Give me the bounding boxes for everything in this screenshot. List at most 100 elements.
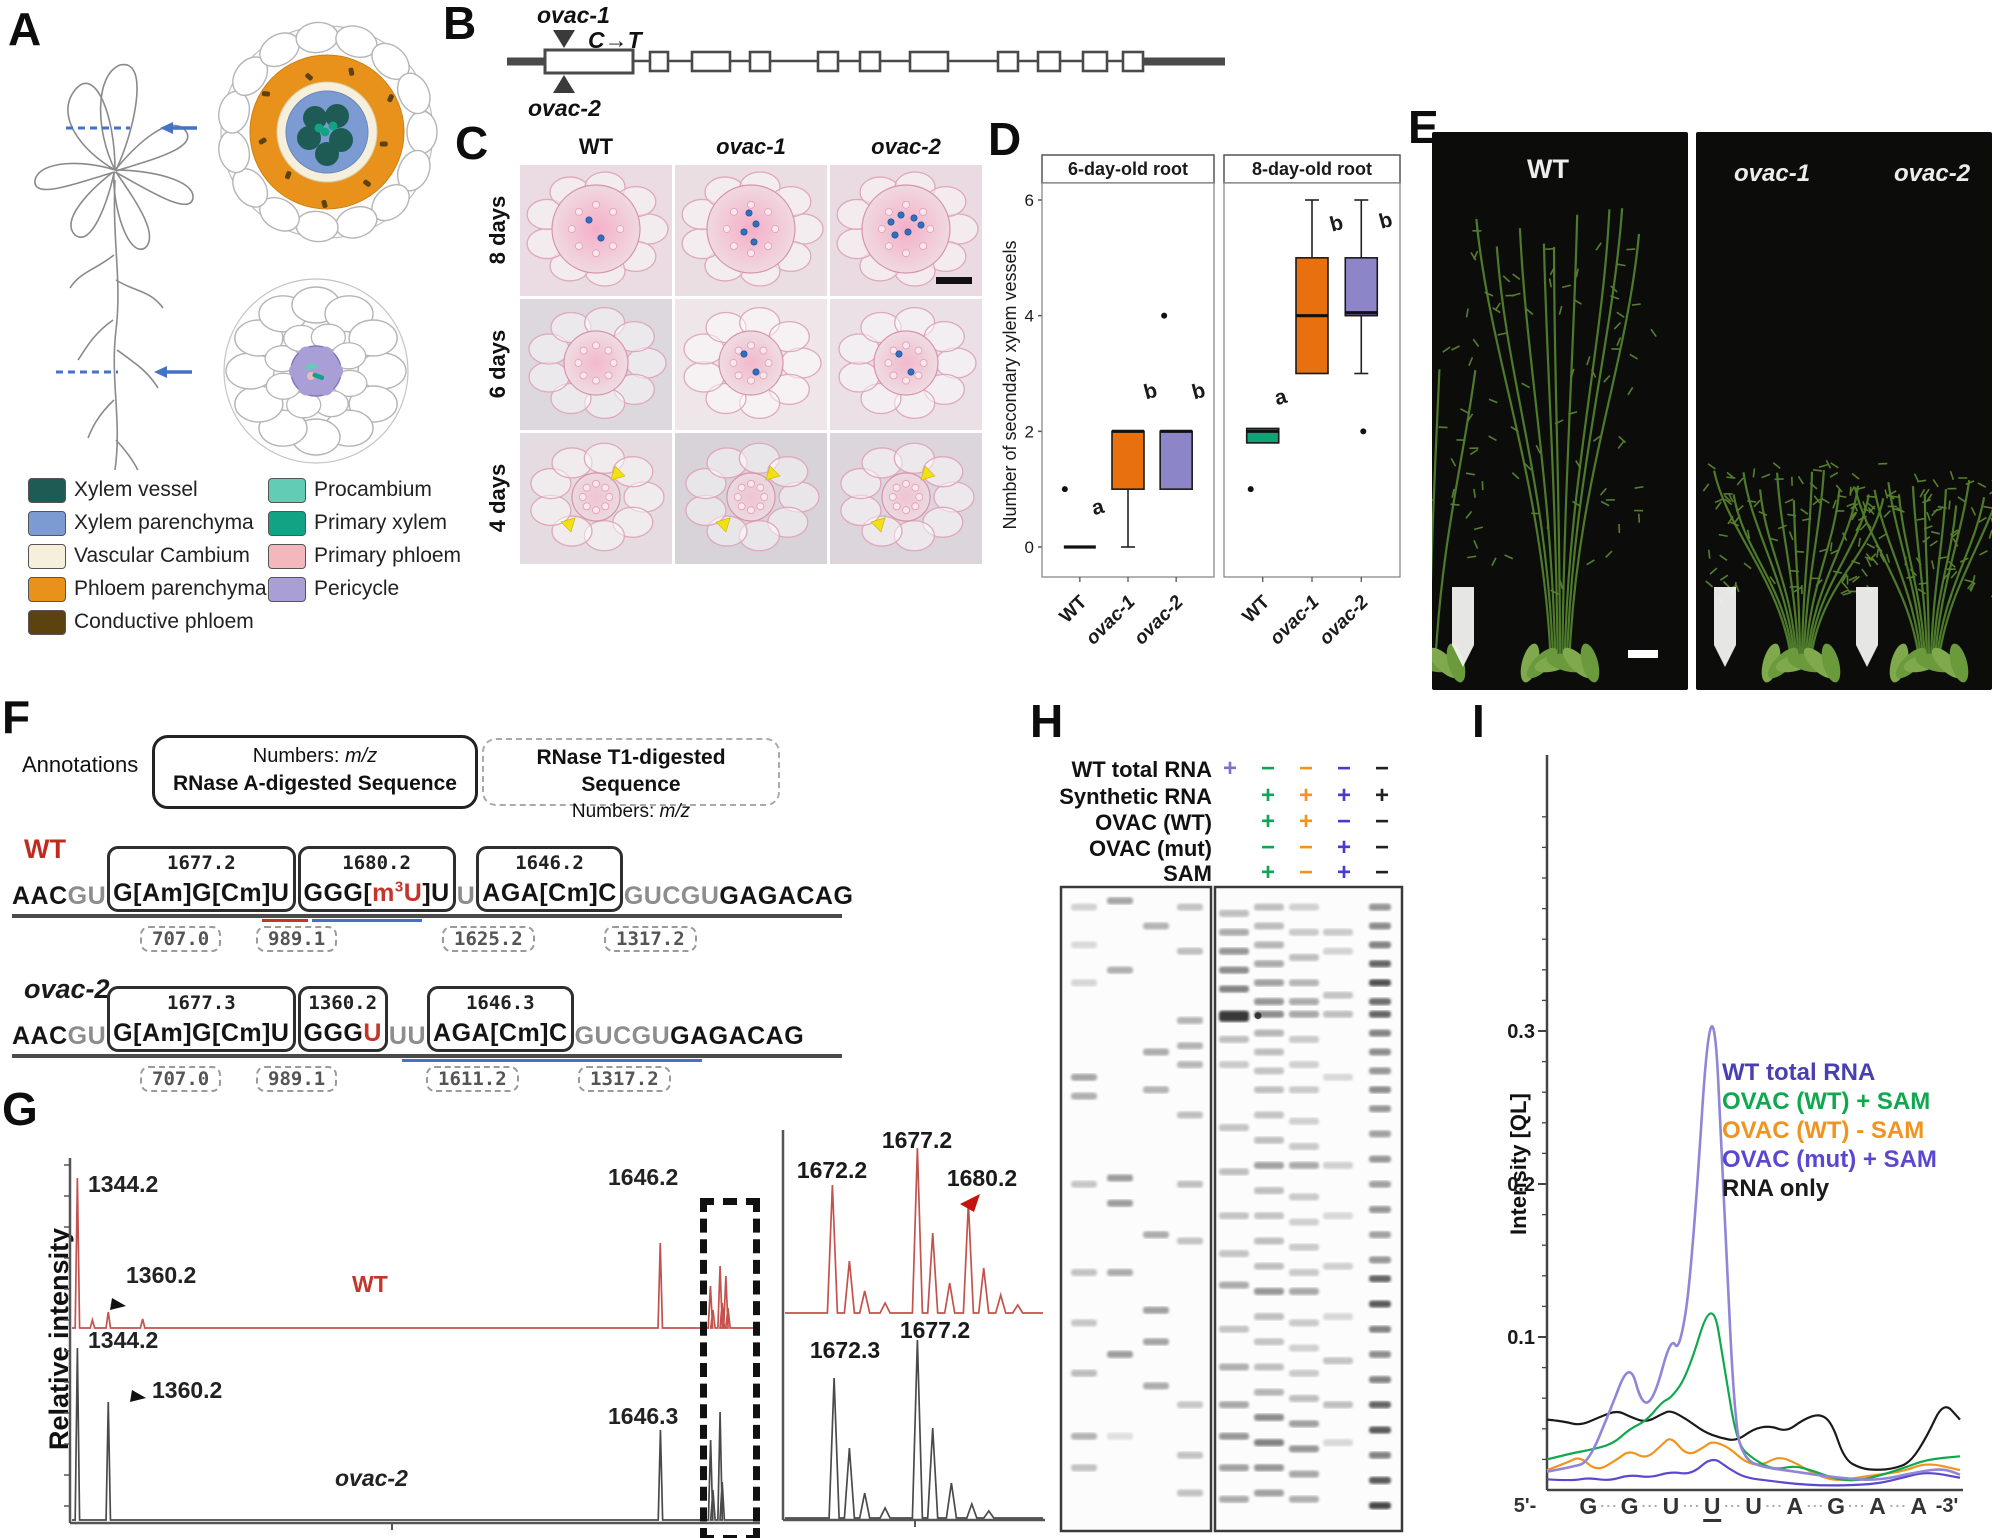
plant-foliage — [1800, 508, 1809, 515]
gel-band — [1323, 1313, 1353, 1321]
x-nucleotide-label: U — [1704, 1493, 1721, 1519]
stele-tissue — [718, 330, 784, 396]
gel-band — [1219, 1168, 1249, 1176]
plant-foliage — [1719, 554, 1728, 562]
legend-swatch — [28, 478, 66, 503]
micrograph-cell — [520, 299, 672, 430]
yellow-arrowhead — [920, 465, 936, 481]
exon — [648, 50, 670, 73]
tissue-cell — [902, 200, 910, 209]
legend-label: Primary phloem — [314, 544, 462, 567]
cortex-cell — [551, 447, 593, 479]
plant-foliage — [1709, 567, 1718, 575]
condition-sign: + — [1260, 782, 1275, 809]
gel-band — [1369, 1086, 1391, 1094]
plant-foliage — [1465, 510, 1473, 519]
condition-sign: − — [1336, 755, 1351, 782]
plant-stem — [1887, 482, 1925, 668]
plant-foliage — [1965, 480, 1975, 486]
gel-band — [1254, 1313, 1284, 1321]
cortex-cell — [778, 481, 820, 513]
peak-label: 1344.2 — [88, 1171, 158, 1197]
plant-foliage — [1866, 558, 1872, 567]
plant-foliage — [1702, 483, 1710, 492]
xylem-vessel-dot — [895, 350, 903, 358]
plant-stem — [1758, 489, 1799, 668]
seq-token: AGA[Cm]C — [433, 1018, 568, 1047]
tissue-cell — [609, 207, 618, 216]
h-row-label: OVAC (WT) — [1095, 810, 1212, 835]
panel-c-label: C — [455, 117, 489, 169]
seq-token: U — [456, 881, 476, 910]
tissue-cell — [601, 502, 610, 511]
plant-foliage — [1919, 488, 1926, 498]
gel-band — [1369, 1231, 1391, 1239]
xylem-vessel-dot — [745, 209, 753, 217]
plant-foliage — [1926, 493, 1933, 502]
tissue-cell — [567, 225, 576, 233]
digest-group: 1677.3 G[Am]G[Cm]U — [107, 986, 296, 1052]
pericycle-lobe — [298, 346, 315, 363]
red-arrow — [960, 1194, 980, 1212]
plant-stem — [1776, 472, 1800, 668]
plant-foliage — [1735, 505, 1744, 513]
tissue-cell — [914, 346, 923, 355]
micrograph-cell — [830, 433, 982, 564]
x-category-label: ovac-1 — [1082, 592, 1139, 649]
plant-foliage — [1610, 285, 1618, 293]
cortex-cell — [685, 494, 727, 527]
x-nucleotide-label: A — [1910, 1493, 1927, 1519]
gel-band — [1071, 1269, 1097, 1276]
xylem-vessel-dot — [585, 216, 593, 224]
gel-band — [1254, 1111, 1284, 1119]
plant-foliage — [1549, 266, 1556, 276]
outlier-point — [1247, 486, 1254, 493]
rosette-leaf — [1949, 643, 1969, 683]
condition-sign: + — [1298, 808, 1313, 835]
plant-stem — [1495, 246, 1555, 668]
root-branch — [115, 279, 164, 309]
condition-sign: − — [1374, 808, 1389, 835]
plant-stem — [1518, 228, 1557, 668]
plant-tag-marker — [1856, 587, 1878, 667]
tissue-cell — [582, 502, 591, 511]
tissue-cell — [889, 346, 898, 355]
tissue-cell — [884, 242, 893, 251]
gel-band — [1254, 941, 1284, 949]
digest-group: 1360.2 GGG U — [297, 986, 388, 1052]
plant-stem — [1933, 480, 1971, 668]
plant-foliage — [1561, 284, 1572, 289]
plant-foliage — [1460, 408, 1469, 414]
xylem-vessel-dot — [750, 238, 758, 246]
boxplot-chart: Number of secondary xylem vessels 0 2 4 6 6-d… — [1002, 154, 1401, 649]
plant-foliage — [1851, 559, 1861, 565]
condition-sign: + — [1336, 782, 1351, 809]
exon — [1081, 50, 1109, 73]
gel-band — [1219, 1401, 1249, 1409]
gel-band — [1219, 928, 1249, 936]
plant-foliage — [1916, 517, 1926, 521]
plant-foliage — [1989, 491, 1992, 495]
plant-foliage — [1841, 581, 1849, 590]
gel-band — [1071, 1180, 1097, 1188]
mz-value: 1360.2 — [308, 992, 378, 1015]
leaf-outline — [34, 162, 116, 191]
plant-foliage — [1878, 533, 1887, 540]
gel-band — [1254, 1212, 1284, 1220]
plant-foliage — [1590, 369, 1597, 378]
plant-foliage — [1915, 557, 1922, 566]
plant-foliage — [1769, 537, 1779, 542]
plant-foliage — [1977, 482, 1987, 488]
gel-band — [1369, 1502, 1391, 1510]
cortex-cell — [406, 110, 438, 154]
plant-foliage — [1794, 550, 1805, 553]
t1-mz-value: 707.0 — [140, 1066, 222, 1092]
gel-band — [1323, 1439, 1353, 1447]
condition-sign: − — [1374, 755, 1389, 782]
c-column-header: ovac-2 — [871, 134, 941, 159]
gel-band — [1289, 903, 1319, 911]
plant-foliage — [1948, 500, 1951, 510]
plant-foliage — [1832, 570, 1843, 574]
gel-band — [1323, 1262, 1353, 1270]
gel-band — [1369, 941, 1391, 949]
